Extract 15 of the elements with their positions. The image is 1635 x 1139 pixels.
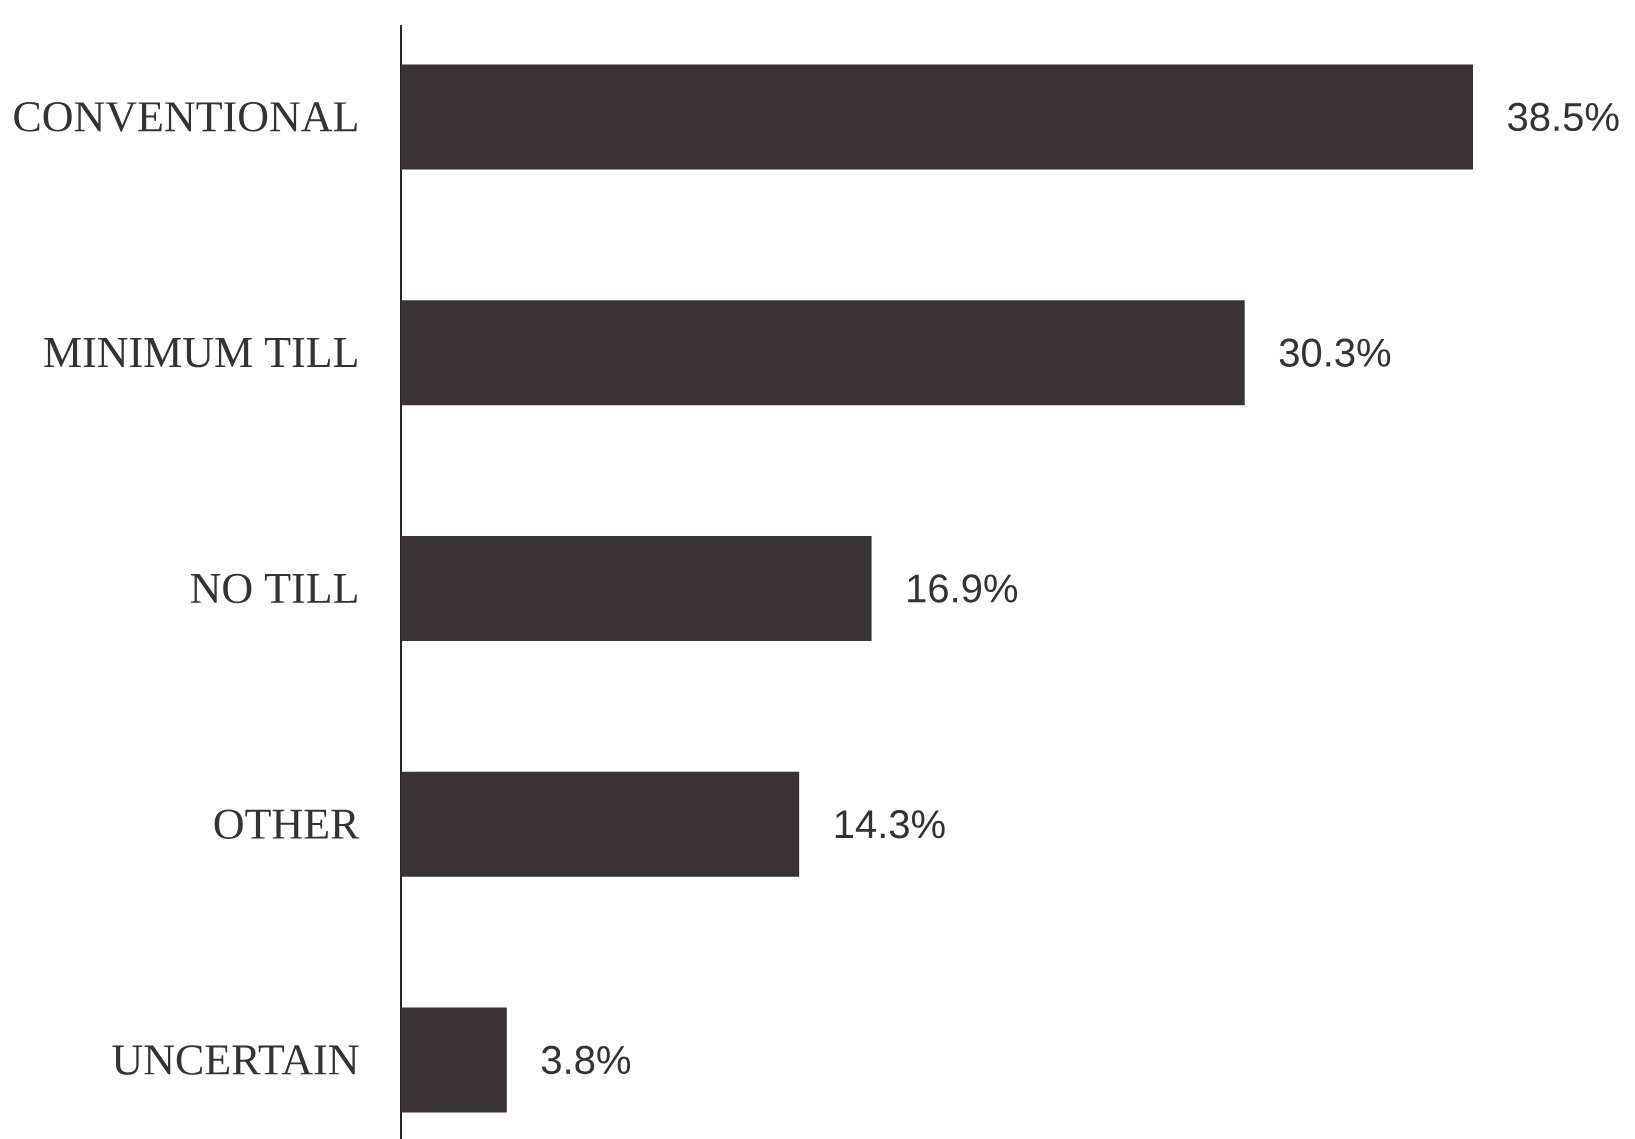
bar [401,1007,507,1113]
bar [401,535,872,641]
data-label: 14.3% [835,810,945,839]
bar [401,64,1474,170]
data-label: 38.5% [1508,102,1619,132]
y-tick-label: CONVENTIONAL [14,102,357,132]
y-tick-label: MINIMUM TILL [44,338,357,368]
data-label: 30.3% [1279,338,1391,367]
bar [401,300,1245,406]
y-tick-label: NO TILL [190,573,357,604]
bar [401,771,800,877]
data-label: 3.8% [541,1045,631,1075]
data-label: 16.9% [908,574,1018,603]
y-tick-label: UNCERTAIN [112,1045,359,1075]
y-tick-label: OTHER [214,809,360,840]
